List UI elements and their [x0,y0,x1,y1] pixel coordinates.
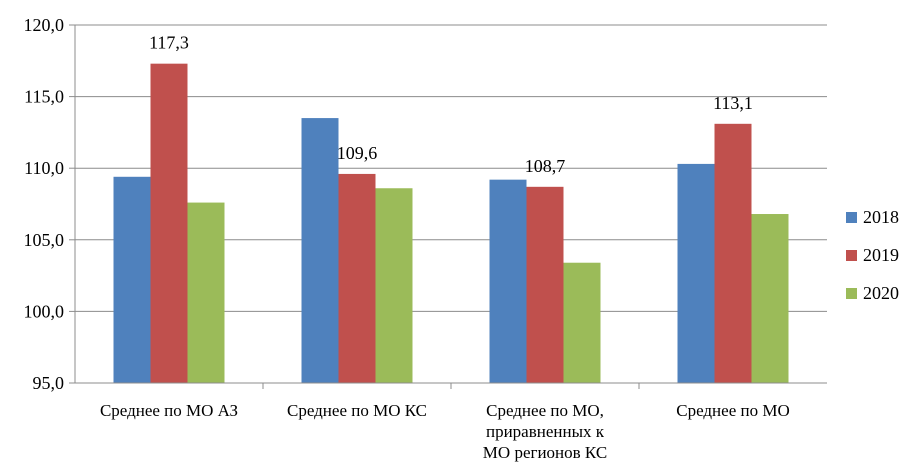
legend-label-2020: 2020 [863,283,899,303]
data-label: 109,6 [337,143,378,163]
data-label: 117,3 [149,33,189,53]
bar-2019-3 [714,123,752,384]
bar-2018-0 [113,176,151,383]
bar-2019-1 [338,173,376,383]
legend: 2018 2019 2020 [846,207,899,303]
data-label: 108,7 [525,156,566,176]
bar-2018-2 [489,179,527,383]
bar-2019-0 [150,63,188,383]
bar-2020-1 [375,188,413,383]
y-tick-label: 95,0 [33,373,65,393]
bar-2018-3 [677,163,715,383]
y-tick-label: 100,0 [24,301,65,321]
bar-2018-1 [301,118,339,383]
legend-swatch-2020 [846,288,857,299]
bar-2020-3 [751,214,789,383]
bar-2020-0 [187,202,225,383]
legend-label-2018: 2018 [863,207,899,227]
category-label: Среднее по МО [676,401,790,420]
y-tick-label: 115,0 [24,87,64,107]
y-tick-label: 105,0 [24,230,65,250]
category-label: Среднее по МО АЗ [100,401,238,420]
category-label: Среднее по МО, [486,401,604,420]
y-tick-label: 110,0 [24,158,64,178]
axes [69,24,827,389]
x-axis-categories: Среднее по МО АЗ Среднее по МО КС Среднее … [100,401,790,462]
bar-2019-2 [526,186,564,383]
y-axis-ticks: 120,0 115,0 110,0 105,0 100,0 95,0 [24,15,65,393]
data-labels: 117,3 109,6 108,7 113,1 [149,33,753,176]
y-tick-label: 120,0 [24,15,65,35]
data-label: 113,1 [713,93,753,113]
legend-label-2019: 2019 [863,245,899,265]
bar-2020-2 [563,262,601,383]
category-label: МО регионов КС [483,443,607,462]
legend-swatch-2019 [846,250,857,261]
category-label: Среднее по МО КС [287,401,427,420]
bars [113,63,789,384]
legend-swatch-2018 [846,212,857,223]
category-label: приравненных к [486,422,605,441]
